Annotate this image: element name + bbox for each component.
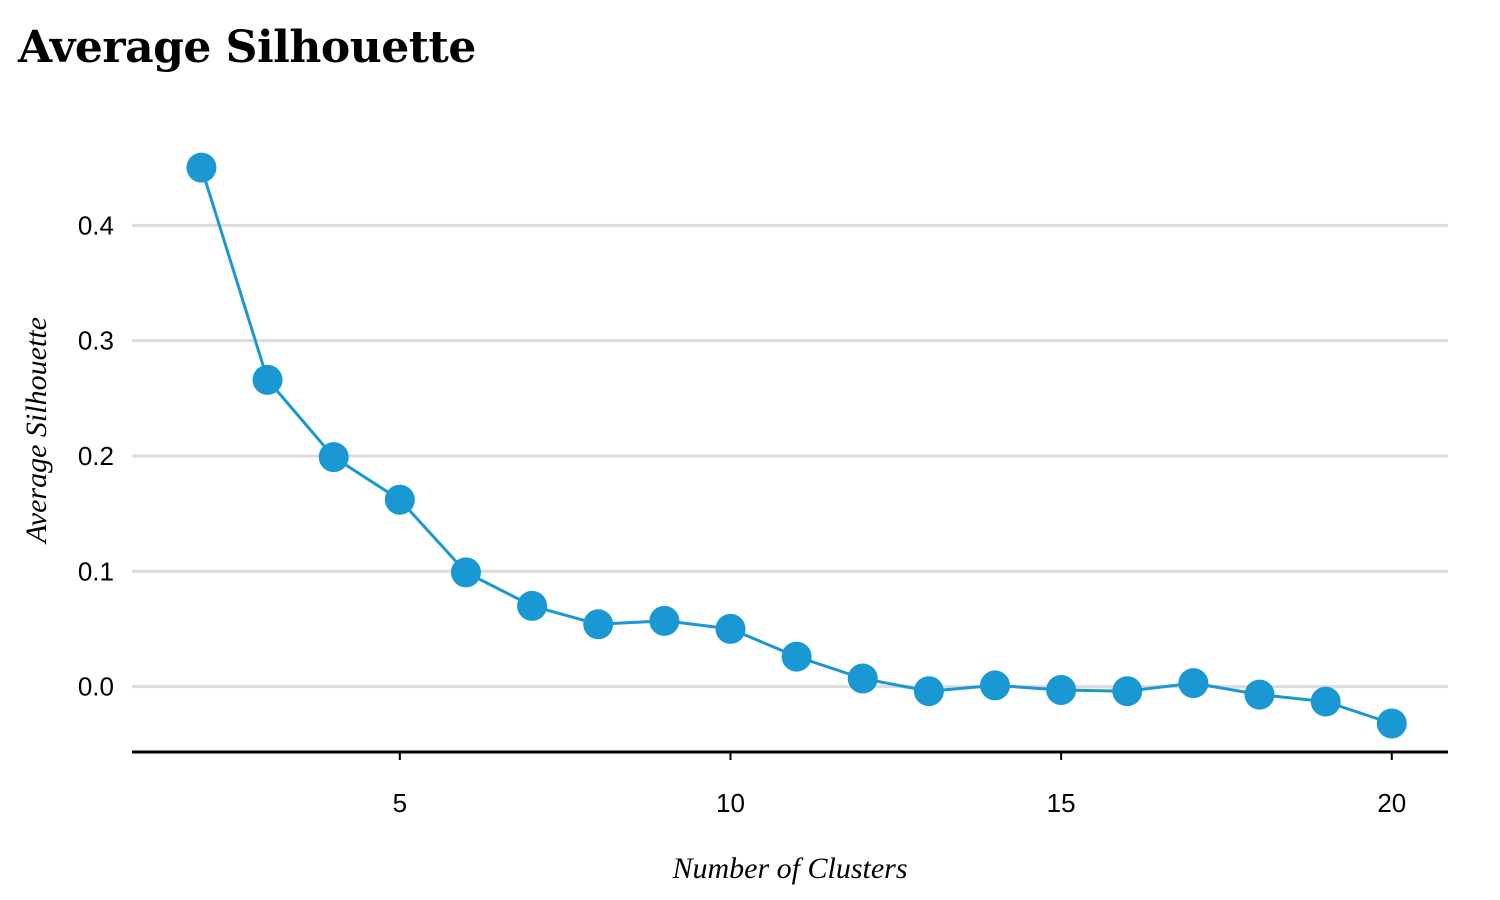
y-tick-label: 0.1 [78,556,114,586]
data-point [1310,686,1341,717]
gridlines [132,223,1448,689]
data-point [847,663,878,694]
data-point [450,557,481,588]
y-axis-ticks: 0.0 0.1 0.2 0.3 0.4 [78,210,114,701]
data-point [583,609,614,640]
y-axis-title: Average Silhouette [20,317,53,545]
x-axis-title: Number of Clusters [671,852,907,885]
data-point [1112,676,1143,707]
data-point [1178,668,1209,699]
data-point [715,613,746,644]
y-tick-label: 0.2 [78,441,114,471]
y-tick-label: 0.4 [78,210,114,240]
x-tick-label: 5 [393,788,407,818]
x-axis-ticks: 5 10 15 20 [393,752,1406,818]
data-point [252,364,283,395]
data-point [913,676,944,707]
data-point [384,484,415,515]
y-tick-label: 0.3 [78,326,114,356]
series-line [199,167,1393,725]
y-tick-label: 0.0 [78,672,114,702]
x-tick-label: 15 [1047,788,1076,818]
data-point [781,641,812,672]
data-point [1376,708,1407,739]
data-points [186,152,1407,739]
data-point [318,442,349,473]
x-tick-label: 10 [716,788,745,818]
data-point [1244,679,1275,710]
data-point [186,152,217,183]
x-tick-label: 20 [1377,788,1406,818]
data-point [517,590,548,621]
data-point [649,605,680,636]
data-point [980,670,1011,701]
data-point [1046,675,1077,706]
chart-title: Average Silhouette [18,22,476,73]
